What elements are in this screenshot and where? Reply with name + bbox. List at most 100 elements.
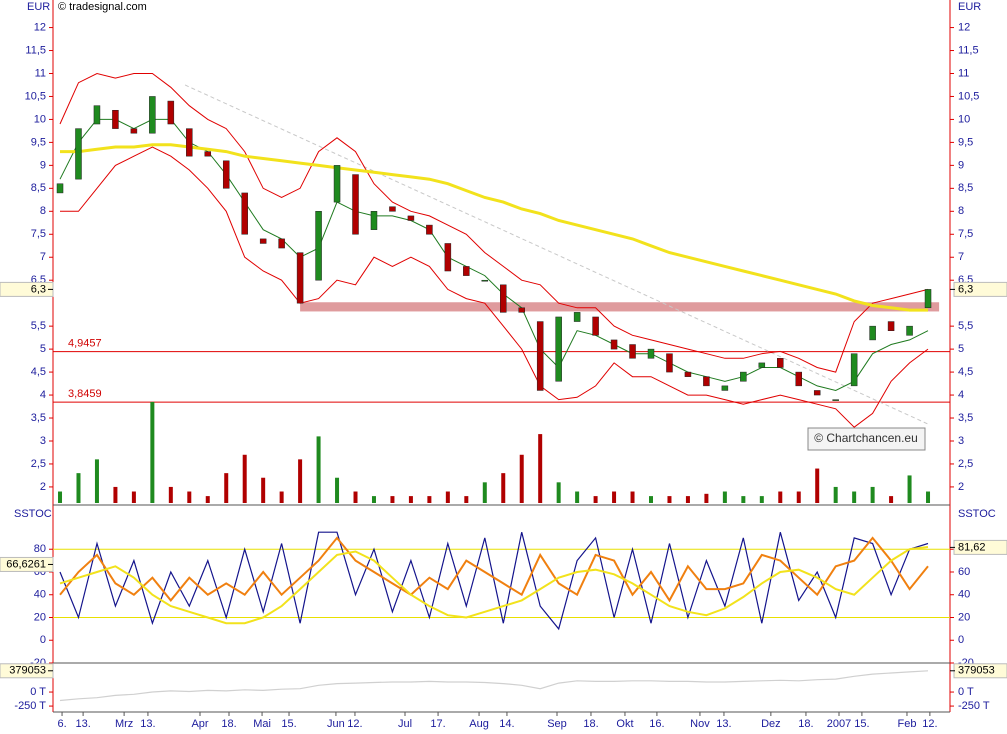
volume-bar (796, 491, 801, 503)
x-tick-label: 18. (583, 718, 598, 730)
x-tick-label: Dez (761, 718, 781, 730)
x-tick-label: 17. (430, 718, 445, 730)
y-tick-label: 11,5 (958, 44, 979, 56)
x-tick-label: Sep (547, 718, 567, 730)
volume-bar (445, 491, 450, 503)
volume-bar (482, 482, 487, 503)
candle-body (647, 348, 655, 359)
x-tick-label: Apr (191, 718, 208, 730)
x-tick-label: 15. (854, 718, 869, 730)
volume-bar (261, 477, 266, 503)
candle-body (703, 376, 710, 387)
y-tick-label: -250 T (958, 700, 990, 712)
candle-body (204, 151, 212, 157)
candle-body (56, 183, 64, 194)
volume-bar (242, 454, 247, 503)
volume-bar (833, 486, 838, 503)
x-tick-label: Jul (398, 718, 412, 730)
x-tick-label: 14. (499, 718, 514, 730)
candle-body (795, 371, 802, 387)
candle-body (149, 96, 156, 134)
x-tick-label: 6. (57, 718, 66, 730)
x-tick-label: Feb (897, 718, 916, 730)
candle-body (333, 165, 341, 203)
y-tick-label: 3 (958, 435, 964, 447)
resistance-zone (300, 302, 940, 312)
support-label: 4,9457 (68, 338, 102, 350)
candle-body (758, 362, 766, 368)
volume-bar (58, 491, 63, 503)
volume-bar (612, 491, 617, 503)
volume-bar (667, 496, 672, 503)
x-tick-label: 12. (922, 718, 937, 730)
y-tick-label: 8 (958, 205, 964, 217)
y-tick-label: 4 (40, 389, 46, 401)
value-marker: 81,62 (958, 541, 986, 553)
y-tick-label: 40 (34, 589, 46, 601)
volume-bar (593, 496, 598, 503)
upper-band (59, 72, 929, 373)
candle-body (186, 128, 193, 157)
x-tick-label: 2007 (827, 718, 851, 730)
volume-bar (722, 491, 727, 503)
y-tick-label: 5 (958, 343, 964, 355)
candle-body (444, 243, 452, 272)
candle-body (75, 128, 82, 180)
y-tick-label: 0 (958, 634, 964, 646)
volume-bar (94, 459, 99, 503)
y-tick-label: 0 (40, 634, 46, 646)
volume-bar (519, 454, 524, 503)
x-tick-label: Mrz (115, 718, 133, 730)
y-tick-label: 7,5 (958, 228, 973, 240)
volume-bar (741, 496, 746, 503)
volume-bar (427, 496, 432, 503)
y-tick-label: 11,5 (25, 44, 46, 56)
y-tick-label: 9,5 (31, 136, 46, 148)
candle-body (352, 174, 359, 235)
y-tick-label: 4,5 (31, 366, 46, 378)
y-tick-label: 3,5 (31, 412, 46, 424)
volume-bar (390, 496, 395, 503)
y-tick-label: 3 (40, 435, 46, 447)
candle-body (924, 289, 932, 309)
candle-body (666, 353, 673, 373)
y-tick-label: 10,5 (25, 90, 46, 102)
indicator-line (59, 536, 929, 603)
y-tick-label: 20 (958, 611, 970, 623)
candle-body (259, 238, 267, 244)
volume-bar (649, 496, 653, 503)
volume-bar (279, 491, 284, 503)
x-tick-label: 16. (649, 718, 664, 730)
volume-bar (556, 482, 561, 503)
volume-bar (852, 491, 857, 503)
volume-bar (76, 473, 81, 503)
attribution: © tradesignal.com (58, 1, 147, 13)
y-tick-label: 8,5 (31, 182, 46, 194)
watermark-box (807, 427, 926, 451)
y-tick-label: 5,5 (31, 320, 46, 332)
candle-body (850, 353, 858, 387)
candle-body (740, 371, 747, 382)
y-tick-label: 60 (958, 566, 970, 578)
volume-bar (759, 496, 764, 503)
x-tick-label: 18. (221, 718, 236, 730)
trendline (184, 84, 931, 426)
volume-bar (464, 496, 469, 503)
x-tick-label: 18. (798, 718, 813, 730)
y-tick-label: 4,5 (958, 366, 973, 378)
volume-bar (187, 491, 192, 503)
volume-bar (630, 491, 635, 503)
volume-bar (224, 473, 229, 503)
candle-body (296, 252, 304, 304)
candle-body (407, 215, 415, 221)
y-tick-label: 2,5 (31, 458, 46, 470)
x-tick-label: Nov (690, 718, 710, 730)
volume-bar (205, 496, 210, 503)
y-tick-label: 5 (40, 343, 46, 355)
indicator-line (59, 670, 929, 702)
y-tick-label: 2,5 (958, 458, 973, 470)
candle-body (721, 385, 729, 391)
y-tick-label: 2 (958, 481, 964, 493)
y-tick-label: -250 T (14, 700, 46, 712)
candle-body (463, 266, 470, 276)
